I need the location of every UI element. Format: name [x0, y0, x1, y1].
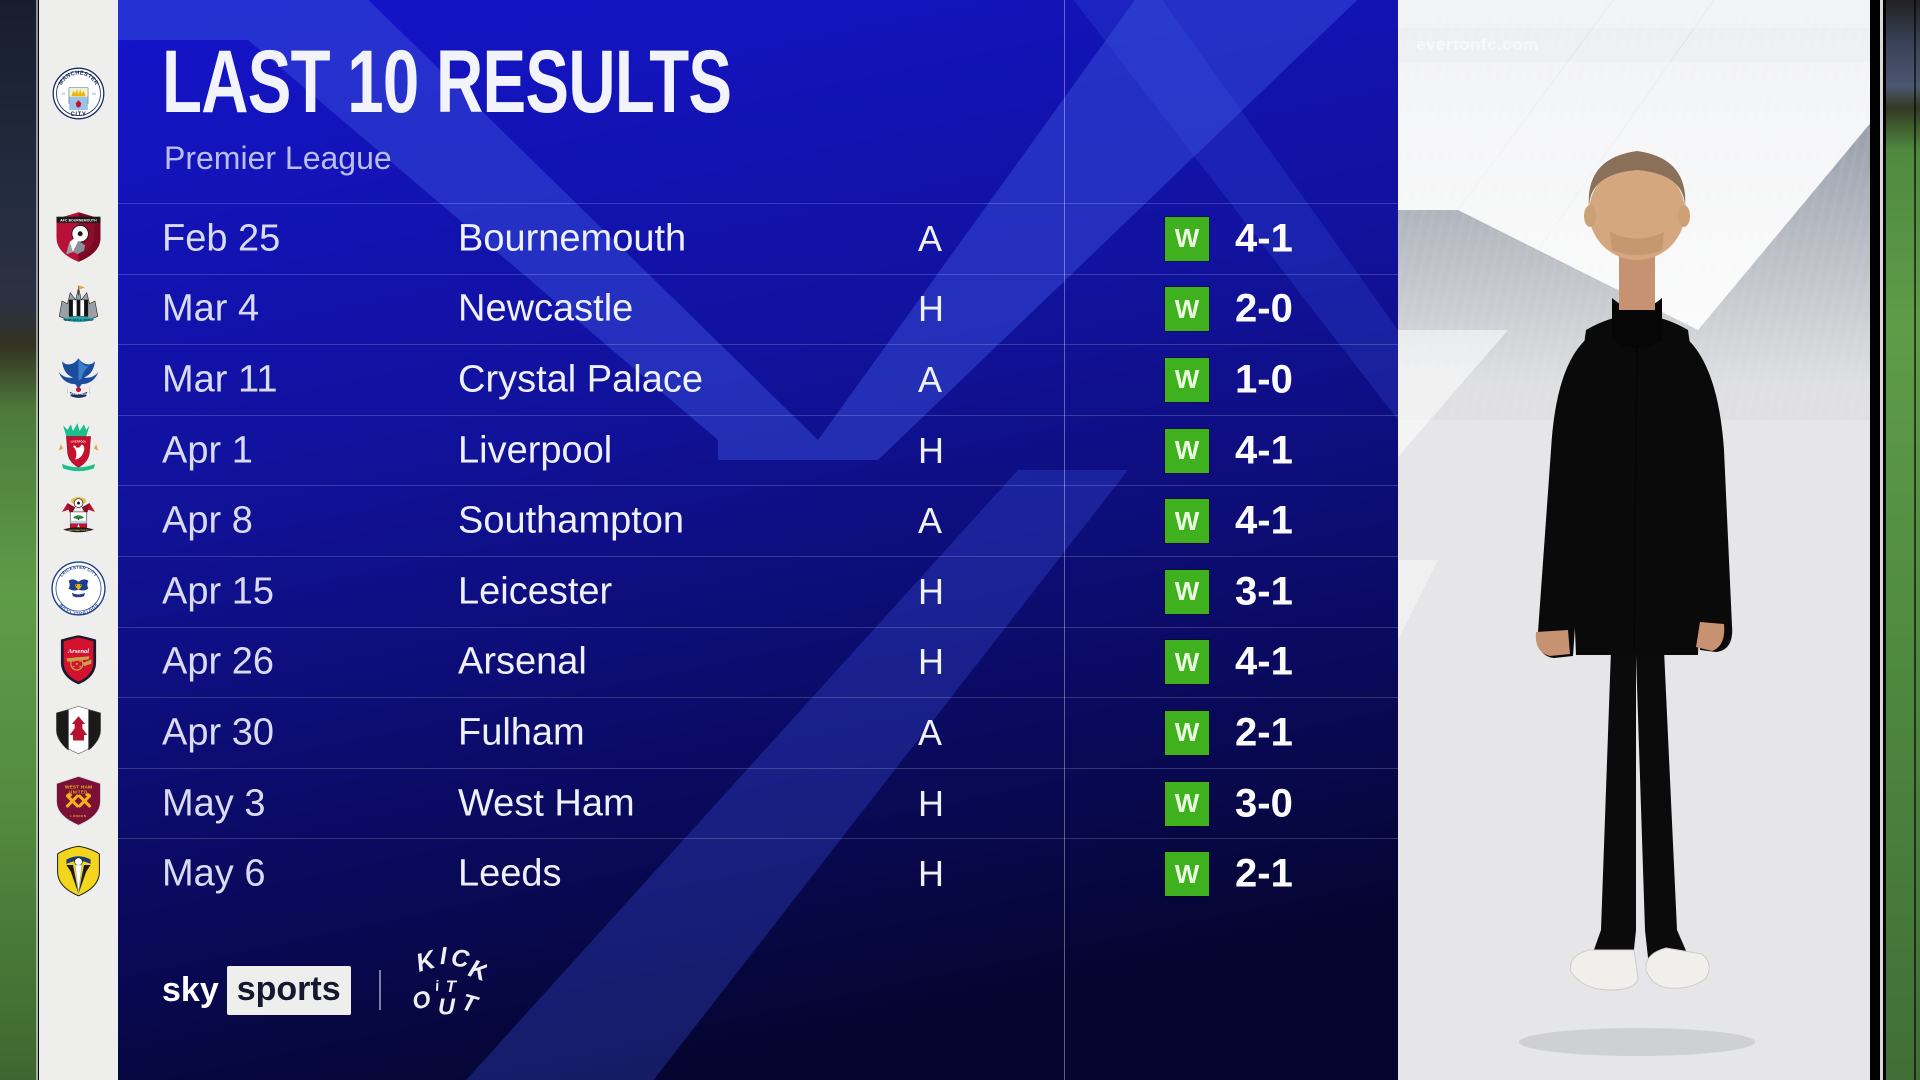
- svg-text:LONDON: LONDON: [70, 814, 86, 818]
- svg-text:CITY: CITY: [71, 112, 87, 118]
- svg-text:I: I: [439, 943, 448, 970]
- svg-text:UNITED: UNITED: [69, 789, 88, 794]
- svg-text:CRYSTAL PALACE: CRYSTAL PALACE: [68, 393, 89, 396]
- svg-text:Arsenal: Arsenal: [67, 648, 89, 655]
- svg-text:T: T: [459, 989, 482, 1018]
- svg-text:C: C: [449, 944, 471, 973]
- svg-text:NEWCASTLE UNITED: NEWCASTLE UNITED: [64, 318, 94, 322]
- svg-text:O: O: [409, 985, 433, 1015]
- svg-text:19: 19: [61, 92, 65, 96]
- svg-text:LIVERPOOL: LIVERPOOL: [71, 441, 87, 444]
- svg-text:K: K: [413, 945, 441, 978]
- svg-text:U: U: [438, 993, 456, 1019]
- svg-text:AFC BOURNEMOUTH: AFC BOURNEMOUTH: [60, 218, 97, 222]
- svg-text:i: i: [434, 978, 441, 995]
